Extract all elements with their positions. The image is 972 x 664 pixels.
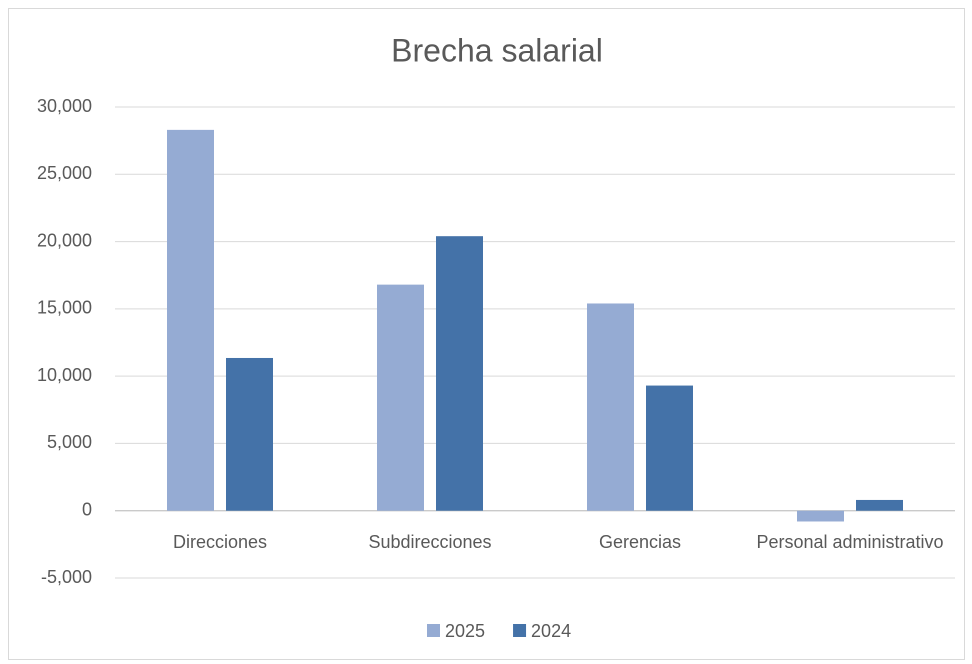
y-tick-label: 25,000 xyxy=(37,163,92,183)
bar xyxy=(587,303,634,511)
x-tick-label: Gerencias xyxy=(598,531,682,552)
chart-border xyxy=(8,8,965,660)
y-tick-label: 30,000 xyxy=(37,96,92,116)
bar xyxy=(436,236,483,511)
bar xyxy=(646,385,693,511)
bar xyxy=(377,284,424,511)
bar xyxy=(226,357,273,511)
bar xyxy=(797,510,844,522)
chart-title: Brecha salarial xyxy=(391,32,603,68)
y-tick-label: 5,000 xyxy=(47,432,92,452)
x-tick-label: Direcciones xyxy=(172,531,268,552)
bar xyxy=(167,129,214,511)
x-tick-label: Personal administrativo xyxy=(756,531,944,552)
y-tick-label: 0 xyxy=(82,499,92,519)
y-tick-label: 15,000 xyxy=(37,298,92,318)
y-tick-label: 10,000 xyxy=(37,365,92,385)
legend-label: 2025 xyxy=(445,621,485,641)
y-tick-label: 20,000 xyxy=(37,230,92,250)
x-tick-label: Subdirecciones xyxy=(368,531,492,552)
legend-swatch xyxy=(513,624,527,637)
y-tick-label: -5,000 xyxy=(41,567,92,587)
legend-label: 2024 xyxy=(531,621,571,641)
legend-swatch xyxy=(427,624,440,637)
bar xyxy=(856,499,903,511)
